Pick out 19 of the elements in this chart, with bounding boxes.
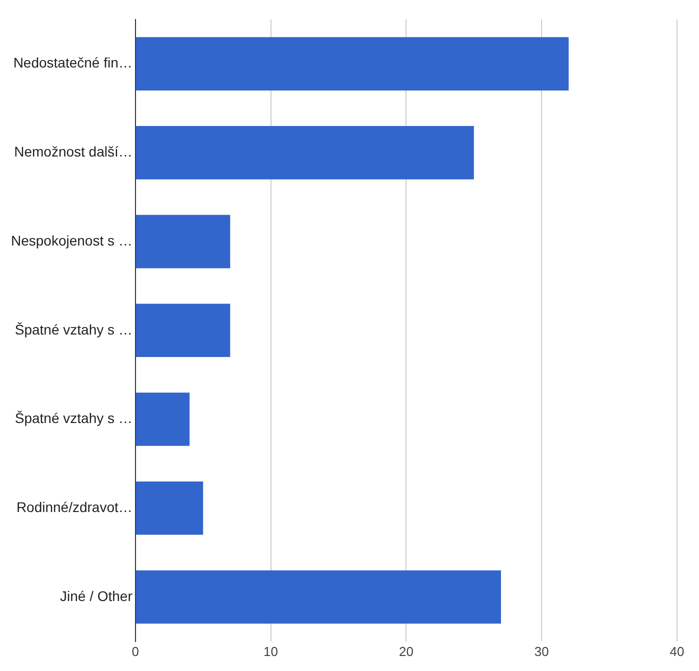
y-tick-label: Nedostatečné fin… (13, 54, 132, 71)
bar (136, 214, 230, 268)
x-tick-label: 0 (132, 644, 140, 659)
bar (136, 126, 474, 180)
y-tick-label: Jiné / Other (60, 588, 133, 604)
y-tick-label: Nemožnost další… (14, 144, 132, 160)
bar (136, 570, 501, 624)
y-tick-label: Nespokojenost s … (10, 232, 132, 248)
bar (136, 37, 569, 90)
y-tick-label: Špatné vztahy s … (14, 410, 132, 426)
x-tick-label: 30 (534, 644, 549, 659)
bar (136, 392, 190, 446)
x-tick-label: 40 (670, 644, 684, 659)
y-tick-label: Rodinné/zdravot… (16, 498, 132, 515)
x-tick-label: 20 (398, 644, 414, 659)
y-tick-label: Špatné vztahy s … (14, 321, 132, 338)
x-tick-label: 10 (264, 644, 278, 659)
bar (136, 304, 230, 358)
bar (136, 481, 204, 535)
